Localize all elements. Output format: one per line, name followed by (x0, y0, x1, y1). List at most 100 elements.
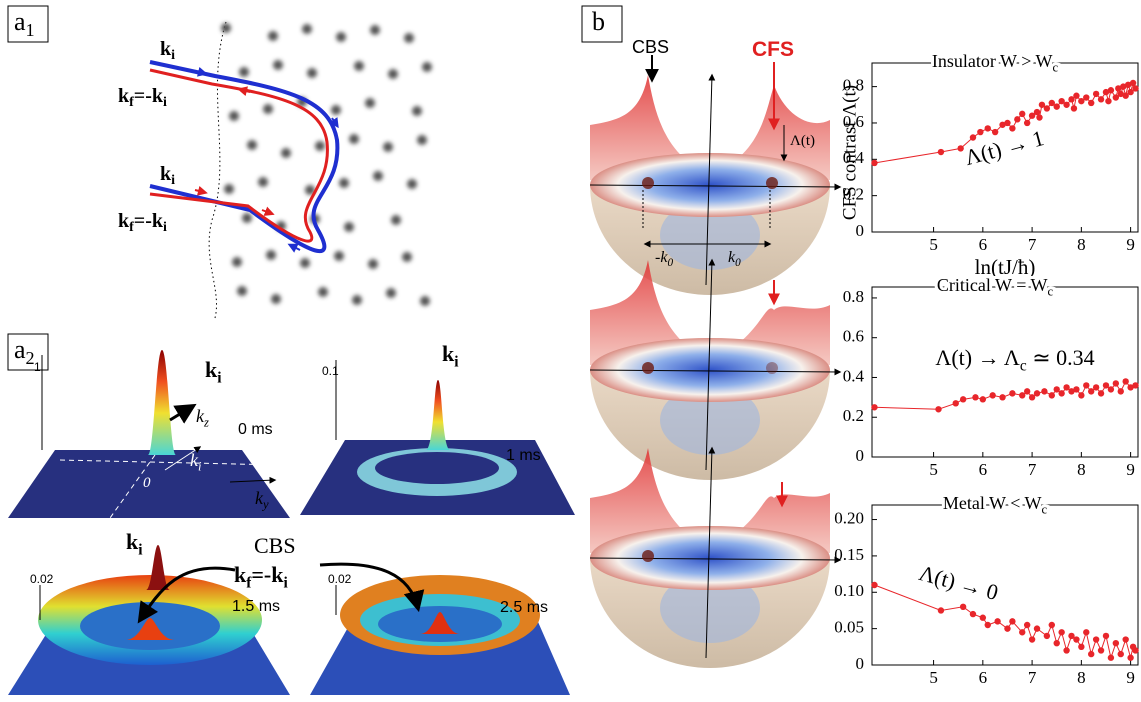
scatterer (247, 140, 257, 150)
text-part: f (129, 220, 134, 235)
point (1092, 90, 1100, 98)
scatterer (237, 286, 247, 296)
scatterer (422, 62, 432, 72)
point (957, 145, 964, 152)
disk (590, 338, 830, 402)
scatterers (221, 23, 432, 306)
annotation: -k0 (655, 249, 673, 269)
text-part: i (198, 459, 202, 473)
disk (590, 153, 830, 217)
text-part: i (163, 95, 167, 110)
point (1112, 94, 1120, 101)
text-part: 0.02 (328, 572, 352, 586)
point (1097, 647, 1105, 654)
point (1078, 392, 1085, 399)
point (1132, 647, 1139, 654)
point (1083, 94, 1090, 101)
point (1127, 88, 1134, 96)
axis (589, 556, 842, 564)
point (1043, 632, 1051, 640)
point (1117, 650, 1124, 658)
point (1048, 621, 1055, 629)
text-part: b (592, 7, 605, 36)
scatterer (344, 222, 354, 232)
scatterer (404, 33, 414, 43)
annotation: 1 (34, 360, 41, 374)
scatterer (302, 24, 312, 34)
scatterer (307, 68, 317, 78)
point (972, 394, 979, 401)
point (984, 125, 991, 132)
point (1124, 81, 1132, 89)
x-axis-label: ln(tJ/ħ) (975, 255, 1036, 279)
x-tick-label: 8 (1077, 460, 1086, 479)
point (1088, 99, 1095, 107)
y-tick-label: 0.8 (843, 287, 864, 306)
scatterer (273, 60, 283, 70)
y-tick-label: 0.05 (834, 618, 864, 637)
x-tick-label: 5 (929, 668, 938, 687)
point (1092, 384, 1100, 391)
text-part: Λ(t) → Λ (935, 345, 1020, 370)
point (1053, 386, 1060, 393)
annotation: a1 (14, 7, 35, 40)
text-part: 1 (34, 360, 41, 374)
point (999, 394, 1006, 401)
text-part: CBS (254, 533, 296, 558)
scatterer (315, 141, 325, 151)
text-part: i (138, 541, 143, 558)
point (1083, 382, 1090, 389)
annotation: 0 ms (238, 421, 273, 438)
scatterer (268, 31, 278, 41)
annotation: 0.02 (30, 572, 54, 586)
point (1019, 110, 1026, 118)
y-tick-label: 0.4 (843, 148, 865, 167)
point (994, 618, 1001, 625)
point (871, 159, 878, 167)
text-part: 1 (26, 20, 35, 40)
point (1078, 643, 1085, 651)
spot (766, 177, 778, 189)
point (1063, 647, 1070, 654)
point (1107, 87, 1115, 94)
point (1041, 388, 1048, 395)
scatterer (349, 134, 359, 144)
point (1004, 119, 1011, 127)
scatterer (417, 135, 427, 145)
text-part: i (454, 353, 459, 370)
point (1019, 392, 1026, 399)
y-tick-label: 0 (856, 654, 865, 673)
point (871, 404, 878, 411)
point (1107, 386, 1115, 393)
point (1014, 116, 1021, 123)
annotation: Λ(t) (790, 133, 815, 149)
x-tick-label: 9 (1126, 460, 1135, 479)
point (979, 396, 987, 403)
point (1122, 636, 1129, 643)
point (1117, 90, 1124, 98)
point (1132, 382, 1139, 389)
point (1102, 382, 1110, 389)
boundary (208, 21, 227, 319)
point (1078, 97, 1085, 105)
axis (705, 258, 716, 471)
y-tick-label: 0.2 (843, 406, 864, 425)
spot (642, 550, 654, 562)
point (1127, 654, 1134, 661)
scatterer (239, 67, 249, 77)
point (937, 607, 945, 614)
scatterer (266, 250, 276, 260)
point (1023, 621, 1031, 629)
y-tick-label: 0 (856, 221, 865, 240)
text-part: =-k (134, 85, 164, 107)
y-tick-label: 0.8 (843, 76, 864, 95)
scatterer (391, 215, 401, 225)
scatterer (318, 287, 328, 297)
y-axis-label: CFS contrast Λ(t) (839, 85, 860, 220)
point (1107, 654, 1115, 661)
axis (589, 368, 842, 376)
x-tick-label: 6 (979, 235, 988, 254)
annotation: ki (190, 450, 202, 473)
path-blue (149, 60, 340, 254)
